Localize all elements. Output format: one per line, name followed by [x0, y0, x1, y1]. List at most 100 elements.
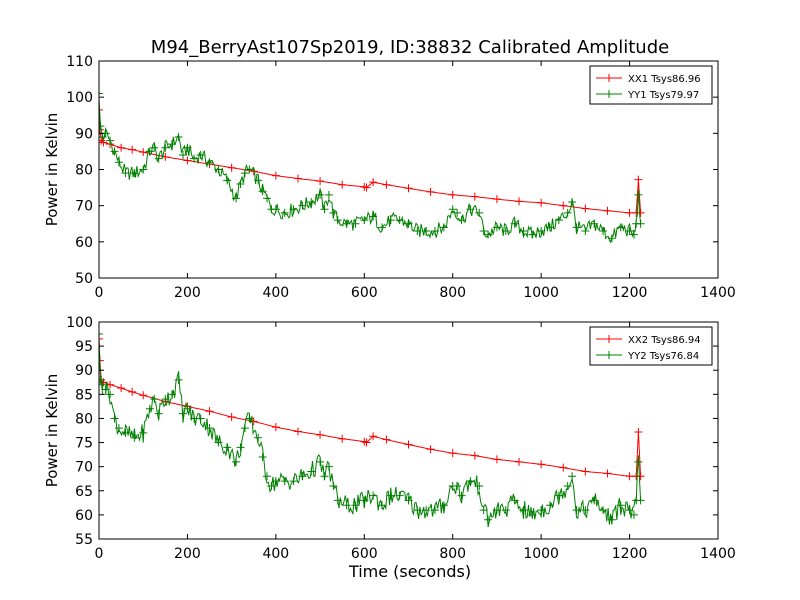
data-point — [316, 430, 325, 439]
data-point — [214, 165, 223, 174]
data-point — [179, 409, 188, 418]
data-point — [240, 424, 249, 433]
legend-label: YY2 Tsys76.84 — [627, 351, 699, 362]
data-point — [167, 140, 176, 149]
data-point — [289, 477, 298, 486]
data-point — [245, 414, 254, 423]
data-point — [183, 143, 192, 152]
data-point — [629, 510, 638, 519]
data-point — [106, 390, 115, 399]
data-point — [139, 165, 148, 174]
y-tick-label: 85 — [75, 387, 93, 403]
x-tick-label: 1000 — [523, 546, 559, 562]
data-point — [99, 122, 105, 131]
data-point — [636, 208, 645, 217]
data-point — [333, 496, 342, 505]
data-point — [492, 195, 501, 204]
data-point — [484, 515, 493, 524]
data-point — [338, 180, 347, 189]
data-point — [280, 477, 289, 486]
axes-frame — [98, 321, 719, 540]
data-point — [174, 132, 183, 141]
data-point — [634, 190, 643, 199]
data-point — [590, 219, 599, 228]
data-point — [448, 205, 457, 214]
data-point — [101, 385, 110, 394]
data-point — [572, 506, 581, 515]
data-point — [413, 506, 422, 515]
data-point — [457, 216, 466, 225]
data-point — [484, 230, 493, 239]
data-point — [479, 506, 488, 515]
data-point — [369, 212, 378, 221]
data-point — [377, 501, 386, 510]
data-point — [603, 469, 612, 478]
data-point — [510, 219, 519, 228]
data-point — [625, 226, 634, 235]
data-point — [263, 194, 272, 203]
data-point — [616, 501, 625, 510]
data-point — [369, 491, 378, 500]
data-point — [205, 424, 214, 433]
data-point — [395, 216, 404, 225]
data-point — [271, 423, 280, 432]
data-point — [360, 496, 369, 505]
data-point — [263, 472, 272, 481]
data-point — [114, 158, 123, 167]
legend-marker — [605, 335, 613, 343]
data-point — [501, 506, 510, 515]
legend-label: YY1 Tsys79.97 — [627, 90, 699, 101]
data-point — [545, 501, 554, 510]
x-tick-label: 1200 — [612, 546, 648, 562]
y-tick-label: 55 — [75, 532, 93, 548]
data-point — [559, 463, 568, 472]
data-point — [167, 390, 176, 399]
data-point — [293, 427, 302, 436]
x-axis-label: Time (seconds) — [348, 562, 471, 581]
data-point — [99, 105, 103, 114]
data-point — [634, 457, 643, 466]
data-point — [99, 375, 105, 384]
y-tick-label: 80 — [75, 411, 93, 427]
y-tick-label: 80 — [75, 163, 93, 179]
data-point — [320, 472, 329, 481]
y-tick-label: 70 — [75, 199, 93, 215]
data-point — [254, 176, 263, 185]
data-point — [271, 171, 280, 180]
data-point — [99, 138, 108, 147]
data-point — [386, 491, 395, 500]
data-point — [106, 136, 115, 145]
data-point — [316, 177, 325, 186]
x-tick-label: 200 — [174, 285, 201, 301]
data-point — [117, 384, 126, 393]
data-point — [360, 216, 369, 225]
data-point — [324, 190, 333, 199]
data-point — [267, 481, 276, 490]
series-line-yy1 — [99, 98, 642, 244]
data-point — [293, 174, 302, 183]
x-tick-label: 800 — [439, 546, 466, 562]
data-point — [183, 156, 192, 165]
data-point — [404, 219, 413, 228]
data-point — [232, 194, 241, 203]
data-point — [245, 165, 254, 174]
data-point — [114, 424, 123, 433]
data-point — [223, 176, 232, 185]
data-point — [258, 187, 267, 196]
data-point — [280, 208, 289, 217]
figure-title: M94_BerryAst107Sp2019, ID:38832 Calibrat… — [151, 37, 669, 58]
data-point — [554, 491, 563, 500]
data-point — [413, 226, 422, 235]
data-point — [382, 180, 391, 189]
legend: XX1 Tsys86.96 YY1 Tsys79.97 — [589, 65, 713, 105]
data-point — [466, 205, 475, 214]
data-point — [342, 219, 351, 228]
data-point — [581, 204, 590, 213]
data-point — [554, 216, 563, 225]
data-point — [453, 208, 462, 217]
data-point — [289, 205, 298, 214]
data-point — [404, 496, 413, 505]
x-tick-label: 400 — [262, 285, 289, 301]
data-point — [568, 198, 577, 207]
data-point — [466, 477, 475, 486]
